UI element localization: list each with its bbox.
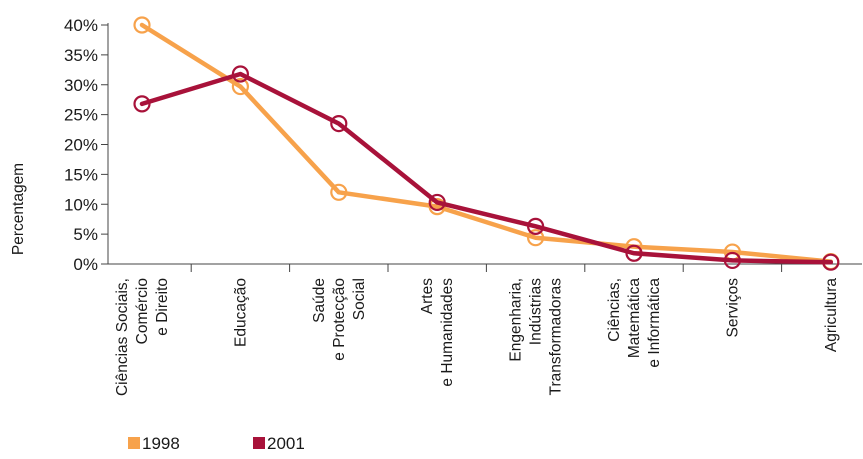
data-point xyxy=(723,251,742,270)
y-tick-label: 20% xyxy=(64,136,98,155)
data-point xyxy=(428,193,446,212)
x-tick-label: Artes xyxy=(419,278,436,314)
x-tick-label: Engenharia, xyxy=(508,278,525,362)
y-axis-label: Percentagem xyxy=(10,163,27,255)
y-tick-label: 40% xyxy=(64,16,98,35)
x-tick-label: Comércio xyxy=(134,278,151,344)
series-1998 xyxy=(133,16,840,271)
x-tick-label: Saúde xyxy=(311,278,328,323)
x-tick-label: e Protecção xyxy=(331,278,348,361)
legend: 1998 2001 xyxy=(128,434,305,453)
x-tick-label: e Direito xyxy=(154,278,171,336)
y-tick-label: 35% xyxy=(64,46,98,65)
data-point xyxy=(625,244,643,262)
x-tick-label: Serviços xyxy=(724,278,741,338)
series-layer xyxy=(133,16,840,271)
y-tick-label: 5% xyxy=(73,225,98,244)
legend-label: 1998 xyxy=(142,434,180,453)
data-point xyxy=(231,65,249,83)
series-line xyxy=(139,22,834,264)
x-category-label: Serviços xyxy=(724,278,741,338)
x-tick-label: Educação xyxy=(232,278,249,347)
legend-item-1998: 1998 xyxy=(128,434,180,453)
data-point xyxy=(330,183,348,201)
x-tick-label: Transformadoras xyxy=(548,278,565,396)
y-tick-label: 15% xyxy=(64,165,98,184)
x-category-label: Ciências Sociais, Comércio e Direito xyxy=(114,278,171,396)
x-tick-label: e Informática xyxy=(646,278,663,368)
y-tick-label: 10% xyxy=(64,195,98,214)
data-point xyxy=(231,77,249,96)
data-point xyxy=(526,229,545,247)
x-category-label: Ciências, Matemática e Informática xyxy=(606,278,663,368)
data-point xyxy=(330,114,348,133)
x-tick-label: Indústrias xyxy=(528,278,545,345)
y-tick-label: 30% xyxy=(64,76,98,95)
axes: 0% 5% 10% 15% 20% 25% 30% 35% 40% Percentagem Ciên… xyxy=(10,16,862,396)
series-2001 xyxy=(133,65,840,271)
data-point xyxy=(526,217,545,235)
x-tick-label: Social xyxy=(351,278,368,320)
x-category-label: Artes e Humanidades xyxy=(419,278,456,387)
x-category-label: Agricultura xyxy=(823,278,840,352)
x-tick-label: e Humanidades xyxy=(439,278,456,387)
y-tick-label: 25% xyxy=(64,106,98,125)
series-line xyxy=(139,71,834,265)
y-tick-label: 0% xyxy=(73,255,98,274)
legend-swatch xyxy=(253,437,265,449)
x-category-label: Saúde e Protecção Social xyxy=(311,278,368,361)
legend-label: 2001 xyxy=(267,434,305,453)
data-point xyxy=(133,16,151,34)
data-point xyxy=(822,253,840,271)
legend-swatch xyxy=(128,437,140,449)
x-tick-label: Agricultura xyxy=(823,278,840,352)
x-tick-label: Ciências Sociais, xyxy=(114,278,131,396)
data-point xyxy=(133,95,151,113)
x-category-label: Engenharia, Indústrias Transformadoras xyxy=(508,278,565,396)
x-tick-label: Ciências, xyxy=(606,278,623,342)
x-category-label: Educação xyxy=(232,278,249,347)
x-tick-label: Matemática xyxy=(626,278,643,358)
legend-item-2001: 2001 xyxy=(253,434,305,453)
